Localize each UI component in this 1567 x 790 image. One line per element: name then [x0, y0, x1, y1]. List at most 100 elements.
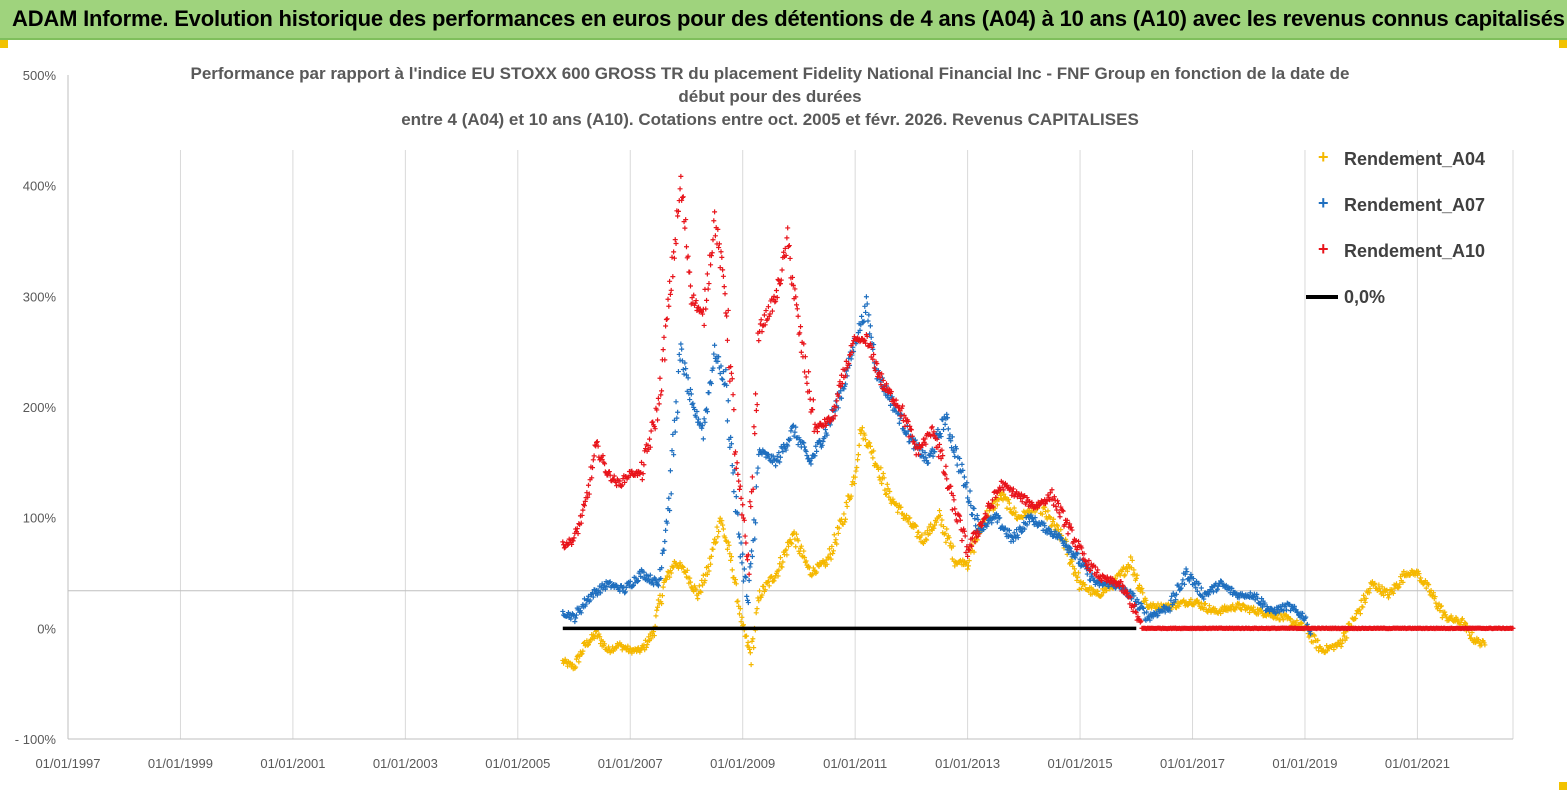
point-rendement-a04	[1050, 519, 1056, 525]
point-rendement-a07	[736, 531, 742, 537]
point-rendement-a07	[923, 455, 929, 461]
point-rendement-a10	[1088, 567, 1093, 573]
point-rendement-a04	[736, 611, 742, 617]
point-rendement-a10	[639, 477, 645, 483]
point-rendement-a10	[900, 403, 906, 409]
point-rendement-a07	[560, 608, 566, 614]
point-rendement-a04	[680, 564, 686, 570]
point-rendement-a07	[1292, 603, 1298, 609]
point-rendement-a07	[729, 463, 735, 469]
point-rendement-a04	[1353, 616, 1359, 622]
point-rendement-a07	[674, 415, 680, 421]
point-rendement-a04	[757, 588, 763, 594]
point-rendement-a10	[888, 389, 894, 395]
point-rendement-a07	[715, 358, 721, 364]
point-rendement-a04	[793, 544, 799, 550]
point-rendement-a04	[1430, 593, 1436, 599]
point-rendement-a04	[597, 634, 603, 640]
point-rendement-a04	[943, 539, 949, 545]
point-rendement-a10	[666, 303, 672, 309]
point-rendement-a10	[1065, 531, 1071, 537]
point-rendement-a07	[623, 585, 629, 591]
point-rendement-a07	[604, 584, 610, 590]
point-rendement-a04	[904, 512, 910, 518]
x-tick-label: 01/01/1999	[148, 756, 213, 771]
point-rendement-a10	[754, 402, 760, 408]
point-rendement-a10	[647, 444, 653, 450]
point-rendement-a10	[734, 460, 740, 466]
point-rendement-a10	[700, 311, 706, 317]
point-rendement-a10	[746, 571, 752, 577]
point-rendement-a04	[863, 437, 869, 443]
point-rendement-a07	[1169, 593, 1175, 599]
point-rendement-a10	[660, 347, 666, 353]
point-rendement-a04	[654, 607, 660, 613]
point-rendement-a04	[782, 548, 788, 554]
point-rendement-a07	[1052, 528, 1058, 534]
point-rendement-a04	[1338, 644, 1344, 650]
point-rendement-a10	[1132, 609, 1138, 615]
point-rendement-a07	[1198, 585, 1204, 591]
point-rendement-a04	[775, 573, 781, 579]
point-rendement-a07	[1150, 614, 1156, 620]
point-rendement-a07	[994, 519, 1000, 525]
data-points	[560, 173, 1516, 672]
point-rendement-a07	[1247, 590, 1253, 596]
point-rendement-a10	[675, 213, 681, 219]
legend-item-a07: + Rendement_A07	[1300, 191, 1500, 237]
point-rendement-a04	[1176, 603, 1182, 609]
point-rendement-a04	[1098, 593, 1104, 599]
point-rendement-a10	[966, 547, 972, 553]
point-rendement-a04	[1401, 568, 1407, 574]
point-rendement-a04	[810, 571, 816, 577]
point-rendement-a04	[754, 606, 760, 612]
point-rendement-a04	[827, 551, 833, 557]
point-rendement-a07	[690, 400, 696, 406]
point-rendement-a10	[758, 317, 764, 323]
point-rendement-a07	[889, 394, 895, 400]
point-rendement-a04	[591, 636, 597, 642]
point-rendement-a07	[1177, 586, 1183, 592]
point-rendement-a10	[670, 274, 676, 280]
point-rendement-a04	[1125, 562, 1131, 568]
point-rendement-a10	[574, 526, 580, 532]
point-rendement-a07	[802, 444, 808, 450]
point-rendement-a10	[652, 426, 658, 432]
point-rendement-a07	[1076, 560, 1082, 566]
point-rendement-a10	[1084, 565, 1090, 571]
point-rendement-a04	[834, 541, 840, 547]
point-rendement-a04	[1367, 586, 1373, 592]
point-rendement-a07	[717, 371, 723, 377]
point-rendement-a10	[671, 255, 677, 261]
point-rendement-a10	[750, 486, 756, 492]
point-rendement-a04	[1423, 585, 1429, 591]
point-rendement-a10	[867, 341, 873, 347]
point-rendement-a10	[1094, 569, 1100, 575]
point-rendement-a04	[643, 644, 649, 650]
point-rendement-a07	[740, 551, 746, 557]
point-rendement-a04	[740, 622, 746, 628]
point-rendement-a07	[718, 363, 724, 369]
point-rendement-a04	[860, 436, 866, 442]
point-rendement-a07	[792, 429, 798, 435]
point-rendement-a10	[774, 295, 780, 301]
point-rendement-a10	[938, 456, 944, 462]
point-rendement-a04	[1469, 630, 1475, 636]
point-rendement-a10	[773, 288, 779, 294]
point-rendement-a10	[777, 281, 783, 287]
point-rendement-a07	[667, 507, 673, 513]
point-rendement-a04	[1313, 645, 1319, 651]
point-rendement-a10	[985, 500, 991, 506]
point-rendement-a07	[747, 564, 753, 570]
point-rendement-a10	[667, 278, 673, 284]
point-rendement-a04	[1069, 558, 1075, 564]
point-rendement-a04	[696, 583, 702, 589]
point-rendement-a10	[712, 209, 718, 215]
point-rendement-a10	[1074, 547, 1080, 553]
point-rendement-a04	[1433, 600, 1439, 606]
point-rendement-a04	[728, 554, 734, 560]
point-rendement-a10	[619, 482, 625, 488]
point-rendement-a07	[634, 579, 640, 585]
point-rendement-a07	[1067, 544, 1073, 550]
point-rendement-a07	[953, 446, 959, 452]
